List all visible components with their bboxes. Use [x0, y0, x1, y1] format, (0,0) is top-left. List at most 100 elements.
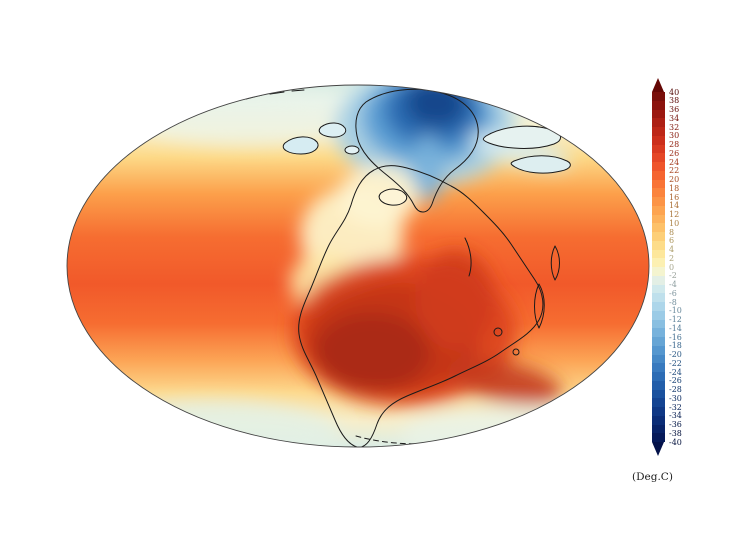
- colorbar-band: [652, 398, 665, 407]
- colorbar-tick-label: -4: [669, 280, 677, 289]
- colorbar-tick-label: 2: [669, 253, 675, 263]
- colorbar-band: [652, 407, 665, 416]
- colorbar-band: [652, 188, 665, 197]
- colorbar-tick-label: 38: [669, 96, 680, 106]
- colorbar-band: [652, 372, 665, 381]
- colorbar-band: [652, 415, 665, 425]
- colorbar-tick-labels: 40 38 36 34 32 30 28 26 24 22 20 18 16 14 12 10 8 6 4 2 0 -2-…: [648, 78, 720, 470]
- colorbar-band: [652, 205, 665, 215]
- colorbar-tick-label: 28: [669, 140, 680, 149]
- colorbar-band: [652, 310, 665, 320]
- lake-outline-2: [318, 122, 347, 138]
- colorbar-tick-label: 10: [669, 218, 680, 228]
- hot-region-east: [415, 250, 495, 350]
- colorbar-band: [652, 197, 665, 206]
- colorbar-band: [652, 275, 665, 285]
- polar-cold-core: [406, 85, 466, 127]
- polar-landmass-outline: [355, 88, 479, 213]
- colorbar-tick-label: -6: [669, 288, 677, 298]
- colorbar-tick-label: -28: [669, 385, 682, 394]
- colorbar-tick-label: 18: [669, 183, 680, 193]
- colorbar-band: [652, 389, 665, 399]
- colorbar-band: [652, 293, 665, 302]
- lake-outline-3: [344, 145, 360, 155]
- colorbar-bands: [652, 92, 665, 442]
- colorbar-band: [652, 433, 665, 442]
- hot-region-core: [314, 312, 430, 392]
- colorbar-tick-label: -14: [669, 323, 682, 333]
- cool-band-lower-right: [400, 406, 640, 447]
- colorbar-tick-label: 16: [669, 192, 680, 202]
- colorbar-tick-label: 24: [669, 157, 680, 167]
- island-outline-east-1: [534, 283, 545, 329]
- lake-outline-1: [282, 136, 319, 155]
- colorbar-band: [652, 179, 665, 189]
- island-outline-upper-right-1: [482, 125, 561, 149]
- colorbar-band: [652, 214, 665, 224]
- colorbar-tick-label: 14: [669, 201, 680, 211]
- colorbar-band: [652, 302, 665, 311]
- colorbar-tick-label: -16: [669, 332, 682, 342]
- colorbar-under-arrow: [652, 442, 664, 456]
- colorbar-tick-label: 34: [669, 113, 680, 123]
- colorbar-tick-label: 26: [669, 148, 680, 158]
- colorbar-band: [652, 424, 665, 434]
- small-island-2: [512, 348, 520, 356]
- map-boundary-ellipse: [66, 84, 650, 448]
- colorbar-band: [652, 267, 665, 276]
- colorbar-units-label: (Deg.C): [632, 471, 673, 483]
- colorbar-over-arrow: [652, 78, 664, 92]
- colorbar-band: [652, 162, 665, 171]
- rift-sea-line: [464, 237, 472, 277]
- colorbar-tick-label: 22: [669, 166, 680, 176]
- colorbar-tick-label: 6: [669, 236, 675, 246]
- colorbar-band: [652, 223, 665, 232]
- coastlines: [245, 88, 571, 447]
- colorbar-band: [652, 328, 665, 337]
- central-continent-outline: [298, 165, 544, 447]
- small-island-1: [493, 327, 503, 337]
- polar-cold-tongue: [412, 134, 444, 202]
- colorbar-tick-label: 0: [669, 262, 675, 272]
- colorbar-tick-label: -20: [669, 350, 682, 359]
- colorbar-band: [652, 240, 665, 250]
- colorbar-tick-label: -8: [669, 297, 677, 307]
- colorbar-band: [652, 249, 665, 259]
- colorbar-tick-label: 20: [669, 175, 680, 184]
- colorbar-band: [652, 354, 665, 364]
- colorbar-tick-label: -32: [669, 402, 682, 412]
- colorbar-band: [652, 153, 665, 162]
- colorbar-tick-label: -12: [669, 315, 682, 324]
- colorbar-tick-label: -40: [669, 437, 682, 447]
- colorbar-band: [652, 118, 665, 127]
- colorbar-band: [652, 319, 665, 329]
- colorbar: 40 38 36 34 32 30 28 26 24 22 20 18 16 14 12 10 8 6 4 2 0 -2-…: [648, 78, 720, 478]
- colorbar-tick-label: 36: [669, 105, 680, 114]
- colorbar-band: [652, 363, 665, 372]
- colorbar-tick-label: 40: [669, 87, 680, 97]
- colorbar-tick-label: 12: [669, 210, 680, 219]
- hot-region-southeast: [448, 359, 562, 405]
- colorbar-tick-label: 32: [669, 122, 680, 132]
- colorbar-tick-label: -36: [669, 420, 682, 429]
- colorbar-band: [652, 380, 665, 390]
- colorbar-band: [652, 258, 665, 267]
- colorbar-tick-label: -30: [669, 393, 682, 403]
- colorbar-tick-label: 30: [669, 131, 680, 141]
- colorbar-tick-label: -26: [669, 376, 682, 386]
- colorbar-tick-label: -18: [669, 341, 682, 351]
- cool-band-lower-left: [80, 400, 340, 447]
- dashed-coast-bottom: [355, 435, 465, 445]
- colorbar-tick-label: -34: [669, 411, 682, 421]
- island-outline-east-2: [550, 245, 560, 281]
- colorbar-tick-label: -2: [669, 271, 677, 281]
- colorbar-band: [652, 345, 665, 355]
- colorbar-band: [652, 232, 665, 241]
- mild-region-north: [338, 166, 418, 226]
- colorbar-band: [652, 337, 665, 346]
- colorbar-band: [652, 284, 665, 294]
- inland-sea-outline: [378, 188, 408, 206]
- colorbar-band: [652, 100, 665, 110]
- colorbar-tick-label: 4: [669, 245, 675, 254]
